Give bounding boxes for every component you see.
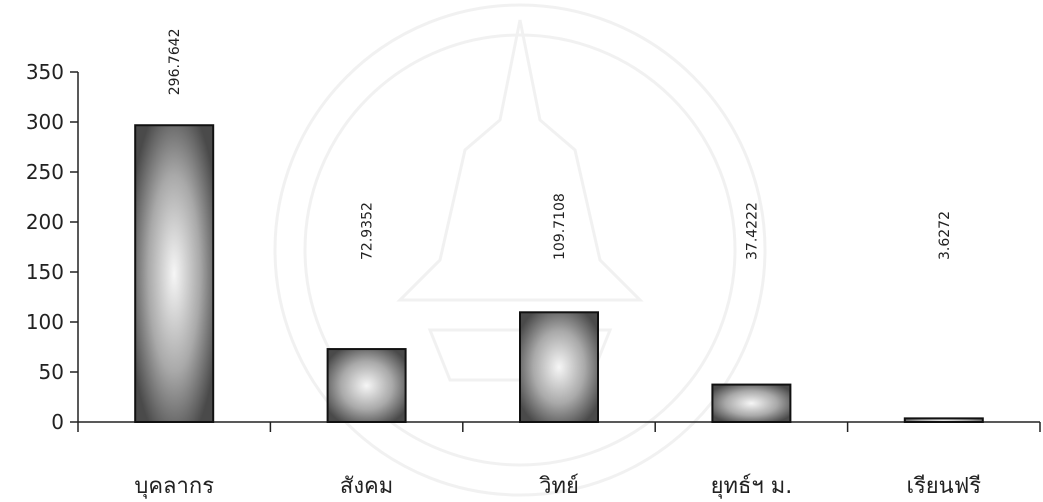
category-label: บุคลากร <box>134 474 214 499</box>
category-labels: บุคลากร สังคม วิทย์ ยุทธ์ฯ ม. เรียนฟรี <box>134 474 981 499</box>
bars <box>134 124 984 424</box>
category-label: วิทย์ <box>538 474 578 499</box>
y-axis-ticks: 0 50 100 150 200 250 300 350 <box>26 60 78 434</box>
watermark-seal <box>273 3 767 497</box>
data-labels: 296.7642 72.9352 109.7108 37.4222 3.6272 <box>167 28 953 260</box>
category-label: สังคม <box>340 474 393 499</box>
data-label: 37.4222 <box>744 202 760 260</box>
bar <box>711 383 792 423</box>
bar <box>326 348 407 423</box>
data-label: 3.6272 <box>937 211 953 260</box>
data-label: 72.9352 <box>360 202 376 260</box>
category-label: ยุทธ์ฯ ม. <box>711 474 793 499</box>
y-tick-label: 350 <box>26 60 64 84</box>
category-label: เรียนฟรี <box>906 474 981 499</box>
y-tick-label: 250 <box>26 160 64 184</box>
bar <box>903 417 984 424</box>
bar <box>134 124 215 423</box>
y-tick-label: 150 <box>26 260 64 284</box>
data-label: 109.7108 <box>552 193 568 260</box>
bar <box>519 311 599 424</box>
y-tick-label: 100 <box>26 310 64 334</box>
y-tick-label: 0 <box>51 410 64 434</box>
data-label: 296.7642 <box>167 28 183 95</box>
y-tick-label: 300 <box>26 110 64 134</box>
y-tick-label: 50 <box>39 360 64 384</box>
y-tick-label: 200 <box>26 210 64 234</box>
